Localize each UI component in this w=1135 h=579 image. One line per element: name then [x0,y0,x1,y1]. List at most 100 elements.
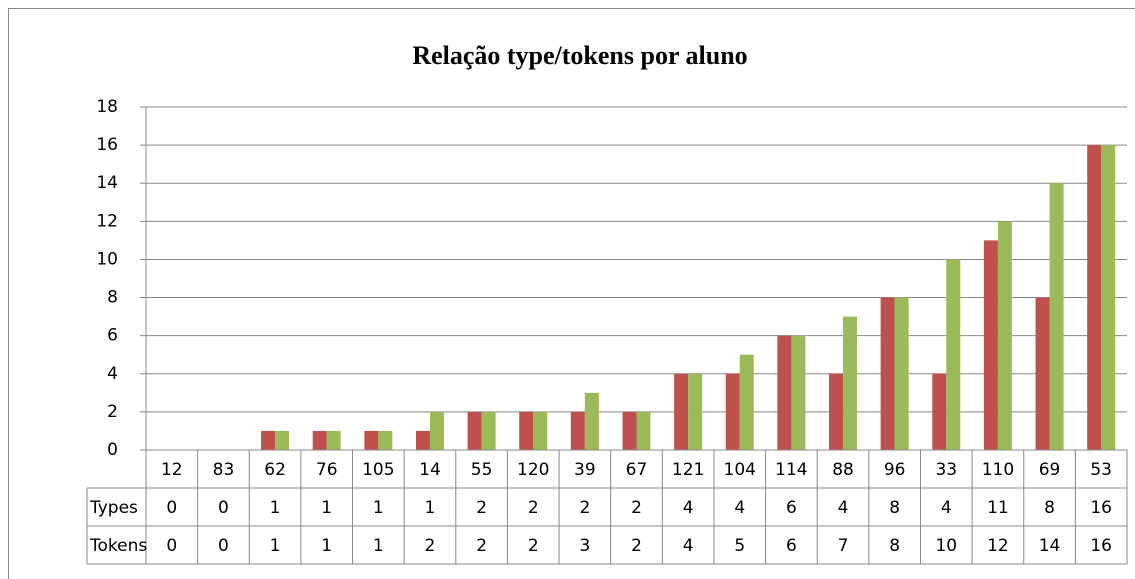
y-tick-label: 0 [107,440,118,460]
bar [481,411,496,450]
table-value: 3 [579,536,590,556]
table-value: 16 [1090,498,1112,518]
table-value: 0 [218,498,229,518]
table-value: 2 [425,536,436,556]
table-value: 12 [987,536,1009,556]
bar [415,430,430,450]
table-value: 4 [838,498,849,518]
y-tick-label: 8 [107,288,118,308]
table-value: 0 [218,536,229,556]
table-value: 2 [579,498,590,518]
bar [1049,183,1064,450]
legend-label: Tokens [89,536,147,556]
bar [467,411,482,450]
bar [829,373,844,450]
table-value: 8 [889,536,900,556]
bar [312,430,327,450]
bar [261,430,276,450]
x-tick-label: 55 [471,460,493,480]
x-tick-label: 105 [362,460,394,480]
bar [519,411,534,450]
bar [622,411,637,450]
x-tick-label: 12 [161,460,183,480]
x-tick-label: 62 [264,460,286,480]
chart-frame [8,8,1135,579]
y-tick-label: 2 [107,402,118,422]
y-tick-label: 10 [96,249,118,269]
x-tick-label: 96 [884,460,906,480]
table-value: 4 [941,498,952,518]
table-value: 2 [476,536,487,556]
bar [570,411,585,450]
table-value: 2 [476,498,487,518]
table-value: 0 [166,498,177,518]
bar [791,335,806,450]
bar [1101,145,1116,450]
x-tick-label: 39 [574,460,596,480]
table-value: 0 [166,536,177,556]
bar [584,392,599,450]
bar [636,411,651,450]
y-tick-label: 16 [96,135,118,155]
table-value: 1 [270,536,281,556]
table-value: 2 [631,498,642,518]
x-tick-label: 67 [626,460,648,480]
table-value: 1 [270,498,281,518]
table-value: 8 [1044,498,1055,518]
table-value: 6 [786,498,797,518]
bar [364,430,379,450]
bar [378,430,393,450]
bar [739,354,754,450]
table-value: 1 [321,536,332,556]
x-tick-label: 110 [982,460,1014,480]
bar [725,373,740,450]
bar [275,430,290,450]
bar [894,297,909,450]
bar [880,297,895,450]
x-tick-label: 121 [672,460,704,480]
table-value: 4 [683,536,694,556]
x-tick-label: 53 [1090,460,1112,480]
y-tick-label: 18 [96,97,118,117]
x-tick-label: 120 [517,460,549,480]
table-value: 2 [528,498,539,518]
legend-label: Types [89,498,138,518]
x-tick-label: 88 [832,460,854,480]
bar [777,335,792,450]
x-tick-label: 104 [724,460,756,480]
table-value: 11 [987,498,1009,518]
table-value: 5 [734,536,745,556]
y-tick-label: 4 [107,364,118,384]
table-value: 1 [425,498,436,518]
x-tick-label: 69 [1039,460,1061,480]
y-tick-label: 12 [96,211,118,231]
x-tick-label: 76 [316,460,338,480]
bar [326,430,341,450]
chart-title: Relação type/tokens por aluno [412,41,747,70]
table-value: 4 [683,498,694,518]
x-tick-label: 83 [213,460,235,480]
table-value: 2 [528,536,539,556]
bar [997,221,1012,450]
bar [1087,145,1102,450]
x-tick-label: 14 [419,460,441,480]
x-tick-label: 33 [935,460,957,480]
bar [429,411,444,450]
table-value: 8 [889,498,900,518]
bar [533,411,548,450]
bar [932,373,947,450]
table-value: 7 [838,536,849,556]
table-value: 1 [373,498,384,518]
bar [843,316,858,450]
table-value: 10 [935,536,957,556]
table-value: 2 [631,536,642,556]
bar [983,240,998,450]
table-value: 1 [373,536,384,556]
bar [674,373,689,450]
x-tick-label: 114 [775,460,807,480]
table-value: 4 [734,498,745,518]
y-tick-label: 6 [107,326,118,346]
table-value: 16 [1090,536,1112,556]
bar [1035,297,1050,450]
